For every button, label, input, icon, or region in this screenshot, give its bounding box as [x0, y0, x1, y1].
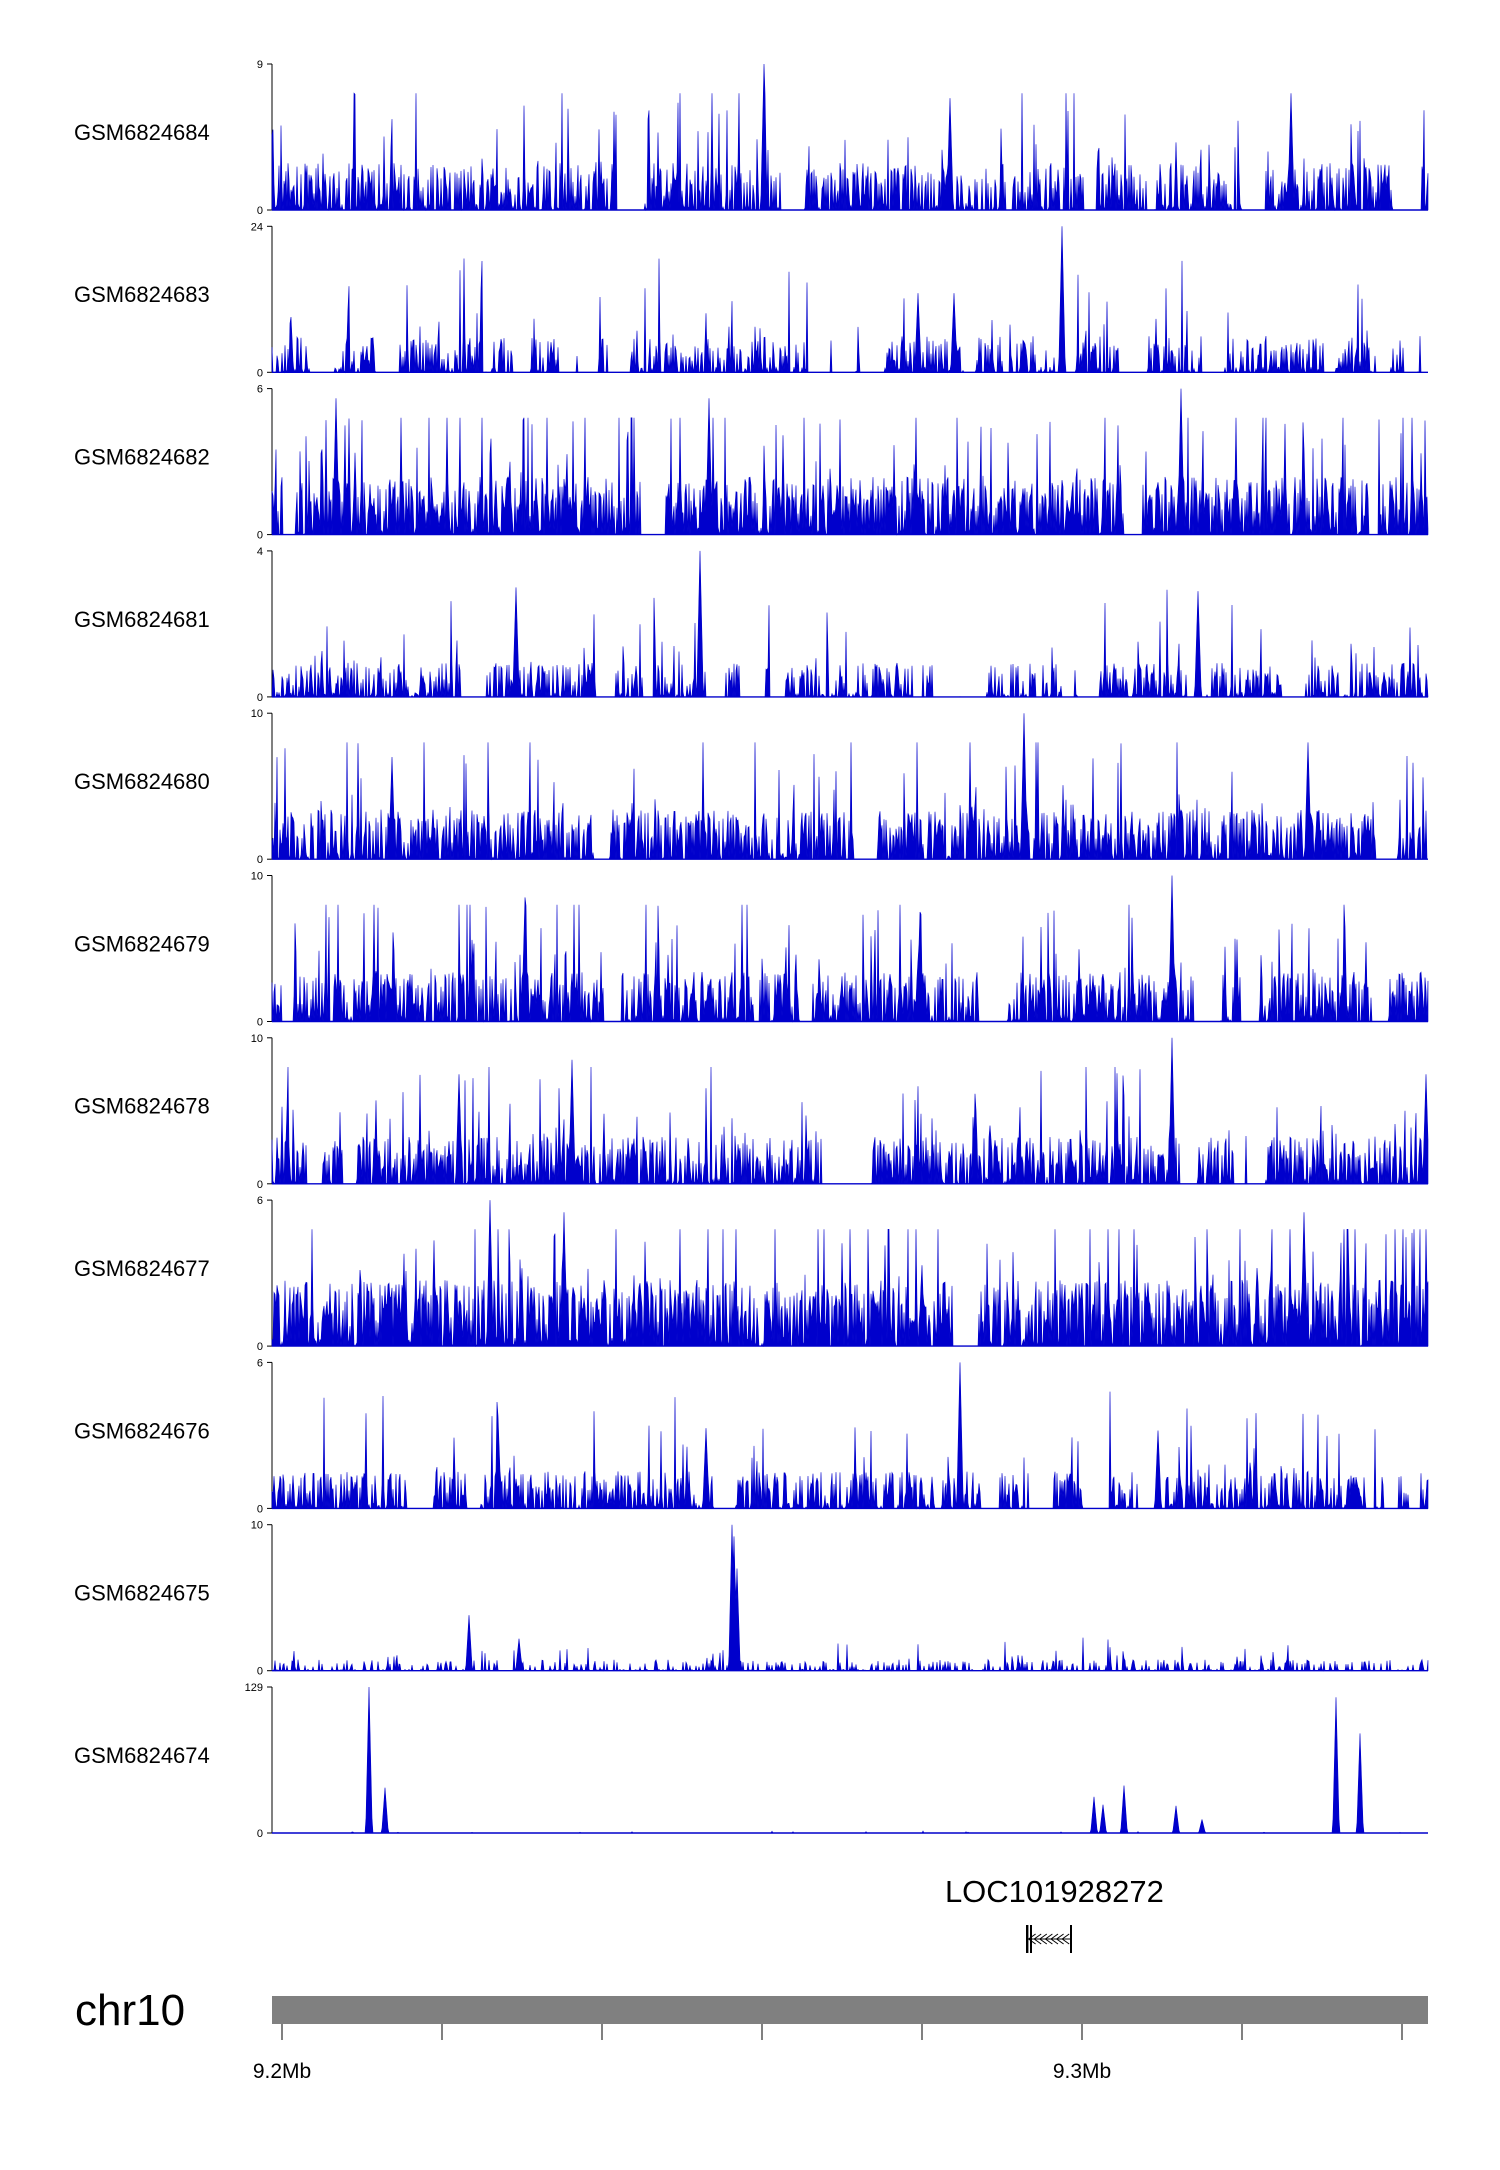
y-axis-min-label: 0 — [257, 1341, 263, 1353]
y-axis-max-label: 10 — [251, 708, 263, 720]
gene-name-label: LOC101928272 — [945, 1874, 1164, 1909]
track-label: GSM6824682 — [74, 445, 210, 470]
y-axis-min-label: 0 — [257, 367, 263, 379]
signal-area — [272, 1686, 1428, 1834]
y-axis-min-label: 0 — [257, 692, 263, 704]
signal-area — [271, 1200, 1429, 1348]
signal-area — [271, 1362, 1429, 1510]
track-GSM6824680: GSM6824680 10 0 — [74, 708, 1428, 866]
chromosome-bar — [272, 1996, 1428, 2024]
track-GSM6824681: GSM6824681 4 0 — [74, 546, 1429, 704]
track-GSM6824677: GSM6824677 6 0 — [74, 1195, 1429, 1353]
strand-arrow — [1027, 1933, 1036, 1945]
track-label: GSM6824679 — [74, 931, 210, 956]
track-GSM6824676: GSM6824676 6 0 — [74, 1357, 1429, 1515]
y-axis-max-label: 6 — [257, 384, 263, 396]
y-axis-max-label: 24 — [251, 221, 263, 233]
track-label: GSM6824676 — [74, 1418, 210, 1443]
y-axis-min-label: 0 — [257, 205, 263, 217]
gene-annotation-track: LOC101928272 — [945, 1874, 1164, 1953]
strand-arrow — [1038, 1933, 1048, 1945]
y-axis-min-label: 0 — [257, 530, 263, 542]
signal-area — [271, 1037, 1429, 1185]
strand-arrow — [1050, 1933, 1059, 1945]
signal-area — [271, 875, 1429, 1023]
strand-arrow — [1033, 1933, 1042, 1945]
genome-axis-label: 9.3Mb — [1053, 2060, 1111, 2083]
track-GSM6824684: GSM6824684 9 0 — [74, 59, 1429, 217]
track-label: GSM6824684 — [74, 120, 210, 145]
y-axis-max-label: 4 — [257, 546, 263, 558]
signal-tracks: GSM682468490GSM6824683240GSM682468260GSM… — [74, 59, 1429, 1840]
y-axis-max-label: 10 — [251, 1033, 263, 1045]
genome-axis-label: 9.2Mb — [253, 2060, 311, 2083]
y-axis-min-label: 0 — [257, 1017, 263, 1029]
y-axis-max-label: 10 — [251, 1520, 263, 1532]
signal-area — [271, 226, 1428, 374]
track-label: GSM6824680 — [74, 769, 210, 794]
y-axis-max-label: 10 — [251, 871, 263, 883]
track-GSM6824674: GSM6824674 129 0 — [74, 1682, 1428, 1840]
y-axis-min-label: 0 — [257, 854, 263, 866]
y-axis-min-label: 0 — [257, 1179, 263, 1191]
signal-area — [271, 550, 1429, 699]
y-axis-min-label: 0 — [257, 1503, 263, 1515]
y-axis-min-label: 0 — [257, 1666, 263, 1678]
y-axis-max-label: 6 — [257, 1357, 263, 1369]
track-GSM6824678: GSM6824678 10 0 — [74, 1033, 1429, 1191]
track-GSM6824683: GSM6824683 24 0 — [74, 221, 1428, 379]
gene-exon — [1026, 1925, 1029, 1953]
signal-area — [271, 1524, 1429, 1672]
track-label: GSM6824678 — [74, 1094, 210, 1119]
chromosome-label: chr10 — [75, 1986, 185, 2035]
gene-exon — [1070, 1925, 1072, 1953]
y-axis-min-label: 0 — [257, 1828, 263, 1840]
strand-arrow — [1044, 1933, 1053, 1945]
track-GSM6824675: GSM6824675 10 0 — [74, 1520, 1429, 1678]
track-label: GSM6824677 — [74, 1256, 210, 1281]
track-label: GSM6824683 — [74, 282, 210, 307]
track-label: GSM6824675 — [74, 1581, 210, 1606]
chromosome-ideogram: chr10 — [75, 1986, 1428, 2035]
track-GSM6824679: GSM6824679 10 0 — [74, 871, 1429, 1029]
y-axis-max-label: 129 — [245, 1682, 263, 1694]
signal-area — [271, 713, 1428, 861]
strand-arrow — [1061, 1933, 1070, 1945]
y-axis-max-label: 9 — [257, 59, 263, 71]
strand-arrow — [1055, 1933, 1064, 1945]
track-label: GSM6824674 — [74, 1743, 210, 1768]
signal-area — [271, 63, 1429, 212]
track-GSM6824682: GSM6824682 6 0 — [74, 384, 1429, 542]
genome-coordinate-axis: 9.2Mb 9.3Mb — [253, 2024, 1403, 2083]
track-label: GSM6824681 — [74, 607, 210, 632]
y-axis-max-label: 6 — [257, 1195, 263, 1207]
gene-exon — [1030, 1925, 1032, 1953]
signal-area — [271, 388, 1429, 536]
